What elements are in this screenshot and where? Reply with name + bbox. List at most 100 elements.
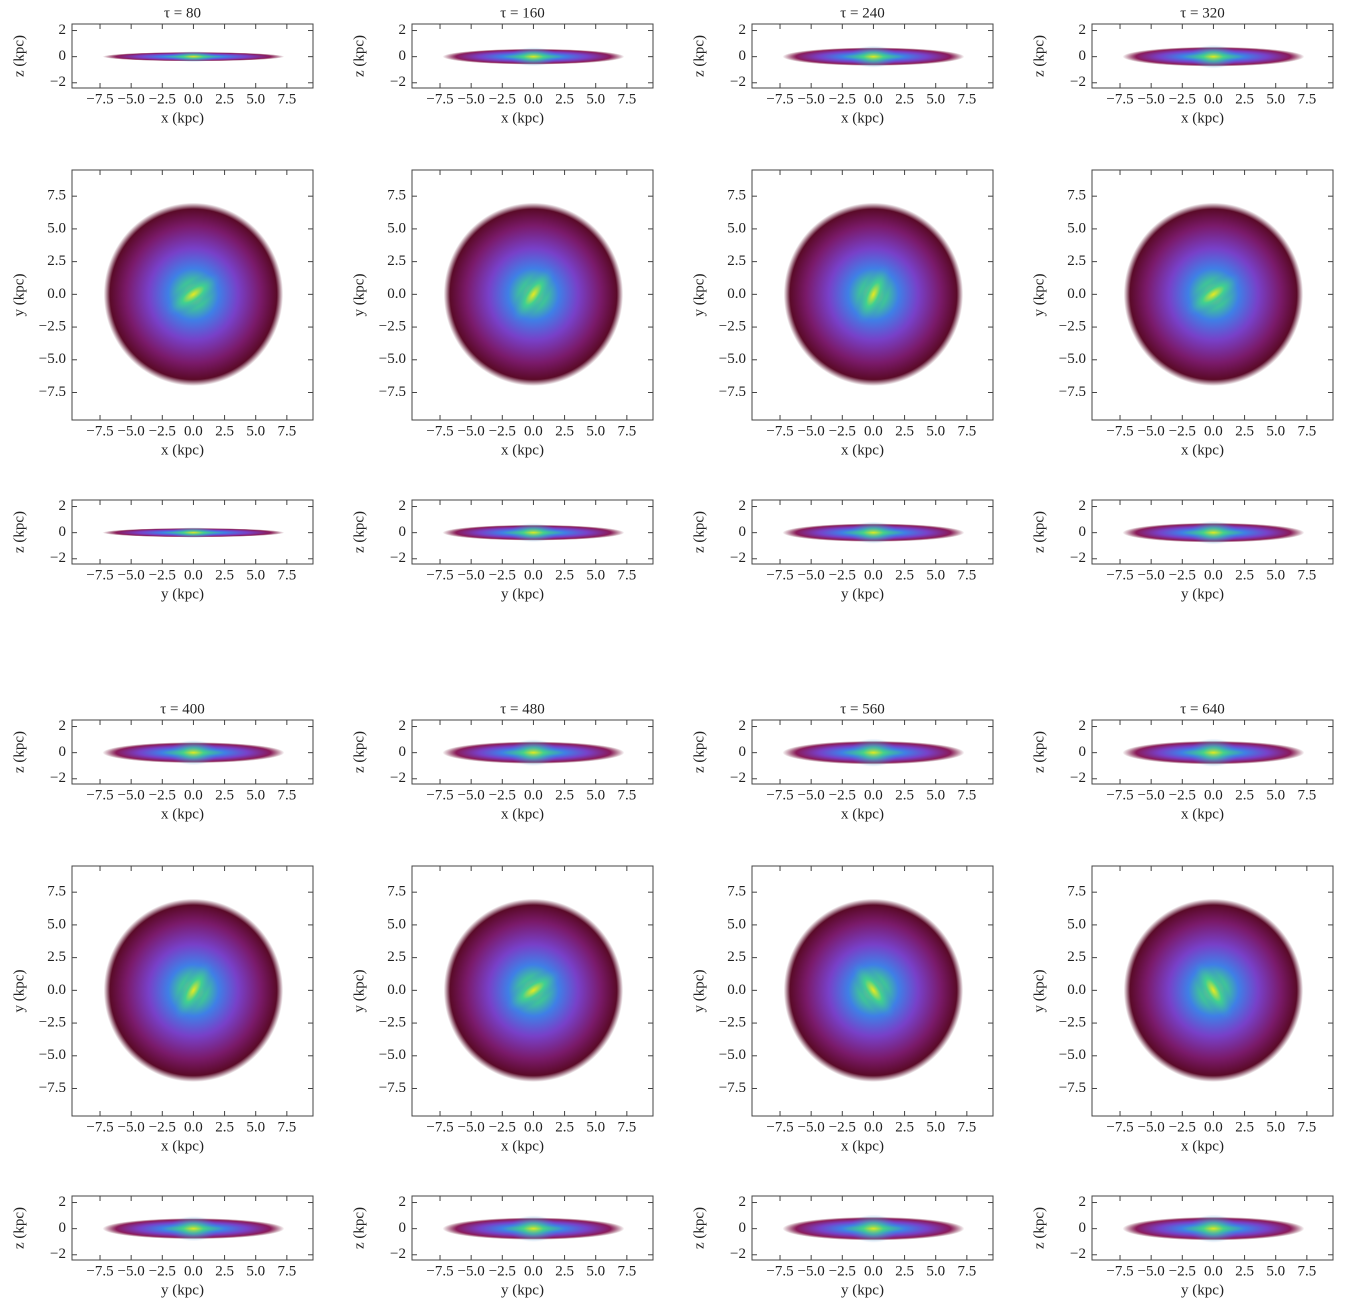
- panel: −7.5 −5.0 −2.5 0.0 2.5 5.0 7.5−7.5−5.0−2.50.02…: [691, 865, 994, 1154]
- panel-title: τ = 480: [500, 701, 545, 717]
- x-tick-label: 7.5: [617, 1263, 636, 1279]
- y-tick-label: 2: [399, 1194, 407, 1210]
- y-tick-label: −2: [390, 770, 406, 786]
- y-tick-label: 0: [739, 744, 747, 760]
- y-tick-label: −7.5: [39, 1080, 66, 1096]
- x-axis-label: x (kpc): [501, 442, 544, 458]
- y-tick-label: 0: [1079, 1220, 1087, 1236]
- x-tick-label: 0.0: [524, 567, 543, 583]
- x-tick-label: 5.0: [246, 1119, 265, 1135]
- y-tick-label: −5.0: [379, 1047, 406, 1063]
- panel: −7.5 −5.0 −2.5 0.0 2.5 5.0 7.5 −2 0 2 y (kpc) z (kp…: [11, 1194, 314, 1298]
- x-tick-label: 0.0: [1204, 423, 1223, 439]
- x-tick-label: −2.5: [829, 1263, 856, 1279]
- x-tick-label: −7.5: [86, 91, 113, 107]
- plot-frame: [1091, 719, 1334, 785]
- x-tick-label: −2.5: [149, 1119, 176, 1135]
- x-tick-label: 5.0: [1266, 1263, 1285, 1279]
- x-tick-label: −5.0: [458, 91, 485, 107]
- y-tick-label: −7.5: [379, 1080, 406, 1096]
- y-tick-label: 2.5: [47, 253, 66, 269]
- x-tick-label: −2.5: [829, 91, 856, 107]
- x-tick-label: −5.0: [798, 1119, 825, 1135]
- y-axis-label: z (kpc): [1031, 511, 1047, 553]
- y-tick-label: 7.5: [387, 188, 406, 204]
- panel: −7.5 −5.0 −2.5 0.0 2.5 5.0 7.5−7.5−5.0−2.50.02…: [351, 865, 654, 1154]
- plot-frame: [1091, 499, 1334, 565]
- x-tick-label: 5.0: [246, 567, 265, 583]
- y-tick-label: 0.0: [727, 982, 746, 998]
- x-tick-label: 0.0: [864, 1119, 883, 1135]
- y-tick-label: −7.5: [719, 1080, 746, 1096]
- x-tick-label: −5.0: [458, 423, 485, 439]
- y-tick-label: 5.0: [47, 916, 66, 932]
- density-bulge: [168, 527, 219, 539]
- y-tick-label: 0.0: [47, 982, 66, 998]
- x-tick-label: 5.0: [586, 91, 605, 107]
- panel: −7.5 −5.0 −2.5 0.0 2.5 5.0 7.5 −2 0 2 y (kpc) z (kp…: [11, 498, 314, 602]
- density-bulge: [848, 1214, 899, 1243]
- x-axis-label: y (kpc): [161, 586, 204, 602]
- y-tick-label: 0: [399, 524, 407, 540]
- x-tick-label: 7.5: [277, 1119, 296, 1135]
- y-tick-label: 0: [59, 744, 67, 760]
- x-tick-label: 2.5: [215, 787, 234, 803]
- density-bulge: [168, 51, 219, 63]
- y-tick-label: 2: [59, 1194, 67, 1210]
- x-tick-label: −5.0: [118, 567, 145, 583]
- x-tick-label: −7.5: [86, 787, 113, 803]
- y-tick-label: 2: [739, 718, 747, 734]
- x-tick-label: 2.5: [555, 567, 574, 583]
- y-tick-label: −2: [50, 74, 66, 90]
- y-tick-label: 0: [1079, 744, 1087, 760]
- y-tick-label: −2.5: [1059, 1015, 1086, 1031]
- y-tick-label: −2: [1070, 550, 1086, 566]
- x-tick-label: −2.5: [489, 91, 516, 107]
- y-axis-label: z (kpc): [11, 511, 27, 553]
- x-axis-label: x (kpc): [1181, 1138, 1224, 1154]
- x-tick-label: 0.0: [864, 567, 883, 583]
- x-tick-label: 2.5: [895, 91, 914, 107]
- plot-frame: [71, 865, 314, 1117]
- x-axis-label: x (kpc): [501, 1138, 544, 1154]
- y-axis-label: y (kpc): [1031, 970, 1047, 1013]
- y-tick-label: −2: [1070, 74, 1086, 90]
- x-tick-label: −2.5: [829, 1119, 856, 1135]
- y-axis-label: z (kpc): [691, 1207, 707, 1249]
- y-tick-label: −2: [50, 1246, 66, 1262]
- x-tick-label: 5.0: [586, 1263, 605, 1279]
- x-tick-label: −2.5: [1169, 567, 1196, 583]
- panel: −7.5 −5.0 −2.5 0.0 2.5 5.0 7.5 −2 0 2 y (kpc) z (kp…: [351, 1194, 654, 1298]
- x-tick-label: −2.5: [1169, 91, 1196, 107]
- y-tick-label: 2.5: [387, 949, 406, 965]
- density-bulge: [1188, 1214, 1239, 1243]
- x-tick-label: −2.5: [829, 787, 856, 803]
- y-tick-label: −7.5: [1059, 384, 1086, 400]
- plot-frame: [411, 169, 654, 421]
- x-tick-label: −5.0: [118, 91, 145, 107]
- x-tick-label: 0.0: [1204, 1263, 1223, 1279]
- x-tick-label: 0.0: [524, 1119, 543, 1135]
- y-tick-label: −7.5: [1059, 1080, 1086, 1096]
- x-tick-label: 0.0: [1204, 1119, 1223, 1135]
- x-tick-label: −5.0: [118, 1119, 145, 1135]
- y-axis-label: z (kpc): [351, 35, 367, 77]
- y-tick-label: 2: [59, 498, 67, 514]
- x-tick-label: 7.5: [277, 423, 296, 439]
- x-tick-label: 0.0: [184, 423, 203, 439]
- panel: −7.5 −5.0 −2.5 0.0 2.5 5.0 7.5 −2 0 2 x (kpc) z (kp…: [351, 5, 654, 126]
- x-tick-label: −7.5: [766, 1263, 793, 1279]
- panel: −7.5 −5.0 −2.5 0.0 2.5 5.0 7.5−7.5−5.0−2.50.02…: [1031, 865, 1334, 1154]
- x-tick-label: 5.0: [1266, 423, 1285, 439]
- x-tick-label: 2.5: [1235, 1119, 1254, 1135]
- y-tick-label: 7.5: [727, 188, 746, 204]
- x-tick-label: −7.5: [1106, 1119, 1133, 1135]
- x-tick-label: −5.0: [798, 91, 825, 107]
- x-axis-label: x (kpc): [841, 442, 884, 458]
- y-tick-label: 5.0: [727, 220, 746, 236]
- plot-frame: [411, 1195, 654, 1261]
- panel: −7.5 −5.0 −2.5 0.0 2.5 5.0 7.5−7.5−5.0−2.50.02…: [11, 865, 314, 1154]
- plot-frame: [751, 1195, 994, 1261]
- x-axis-label: y (kpc): [1181, 586, 1224, 602]
- y-tick-label: 0: [399, 1220, 407, 1236]
